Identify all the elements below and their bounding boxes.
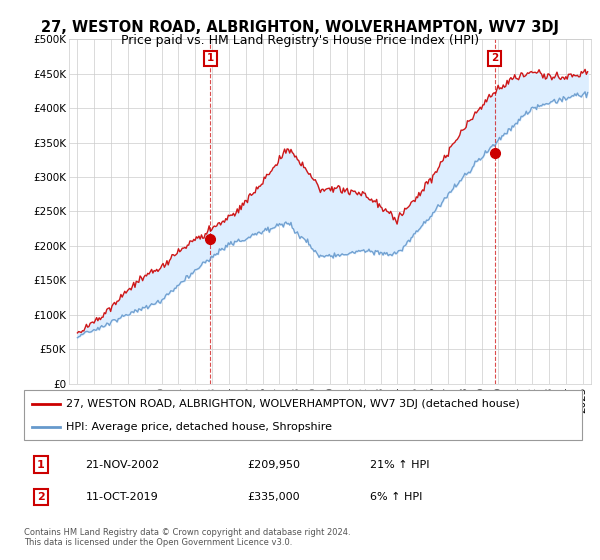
- Text: 11-OCT-2019: 11-OCT-2019: [85, 492, 158, 502]
- Text: 27, WESTON ROAD, ALBRIGHTON, WOLVERHAMPTON, WV7 3DJ: 27, WESTON ROAD, ALBRIGHTON, WOLVERHAMPT…: [41, 20, 559, 35]
- Text: HPI: Average price, detached house, Shropshire: HPI: Average price, detached house, Shro…: [66, 422, 332, 432]
- Text: 2: 2: [37, 492, 44, 502]
- Text: £209,950: £209,950: [247, 460, 300, 470]
- Text: 27, WESTON ROAD, ALBRIGHTON, WOLVERHAMPTON, WV7 3DJ (detached house): 27, WESTON ROAD, ALBRIGHTON, WOLVERHAMPT…: [66, 399, 520, 409]
- FancyBboxPatch shape: [24, 390, 582, 440]
- Text: Contains HM Land Registry data © Crown copyright and database right 2024.
This d: Contains HM Land Registry data © Crown c…: [24, 528, 350, 548]
- Text: 6% ↑ HPI: 6% ↑ HPI: [370, 492, 422, 502]
- Text: £335,000: £335,000: [247, 492, 300, 502]
- Text: 21-NOV-2002: 21-NOV-2002: [85, 460, 160, 470]
- Text: 21% ↑ HPI: 21% ↑ HPI: [370, 460, 430, 470]
- Text: 1: 1: [37, 460, 44, 470]
- Text: 2: 2: [491, 54, 499, 63]
- Text: 1: 1: [207, 54, 214, 63]
- Text: Price paid vs. HM Land Registry's House Price Index (HPI): Price paid vs. HM Land Registry's House …: [121, 34, 479, 46]
